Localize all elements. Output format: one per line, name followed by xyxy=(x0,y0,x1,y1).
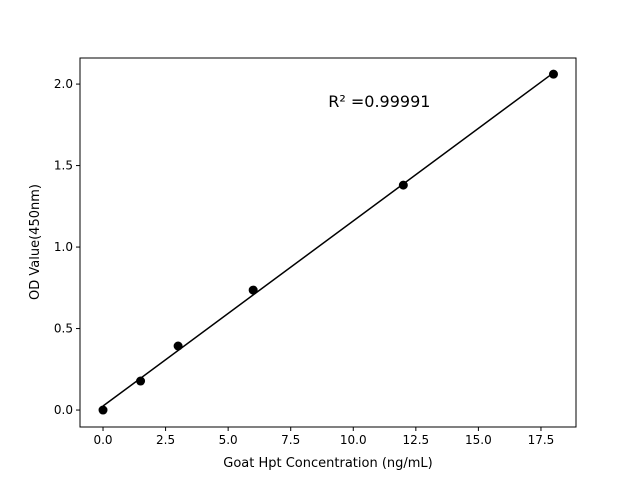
x-tick-label: 12.5 xyxy=(402,433,429,447)
plot-marks xyxy=(98,69,558,415)
data-point xyxy=(398,180,408,190)
r-squared-annotation: R² =0.99991 xyxy=(328,92,430,111)
y-tick-label: 1.5 xyxy=(54,159,73,173)
data-point xyxy=(173,341,183,351)
y-tick-label: 2.0 xyxy=(54,77,73,91)
x-axis: 0.0 2.5 5.0 7.5 10.0 12.5 15.0 17.5 xyxy=(93,427,554,447)
fit-line xyxy=(102,72,554,407)
y-tick-label: 0.5 xyxy=(54,322,73,336)
x-tick-label: 0.0 xyxy=(93,433,112,447)
x-tick-label: 2.5 xyxy=(156,433,175,447)
x-tick-label: 17.5 xyxy=(528,433,555,447)
y-axis: 0.0 0.5 1.0 1.5 2.0 xyxy=(54,77,80,417)
axes-frame xyxy=(79,57,577,428)
y-axis-label: OD Value(450nm) xyxy=(28,184,43,300)
x-tick-label: 15.0 xyxy=(465,433,492,447)
data-point xyxy=(136,376,146,386)
x-axis-label: Goat Hpt Concentration (ng/mL) xyxy=(223,456,433,471)
x-tick-label: 7.5 xyxy=(281,433,300,447)
y-tick-label: 1.0 xyxy=(54,240,73,254)
data-point xyxy=(98,405,108,415)
x-tick-label: 10.0 xyxy=(340,433,367,447)
data-point xyxy=(548,69,558,79)
x-tick-label: 5.0 xyxy=(219,433,238,447)
y-tick-label: 0.0 xyxy=(54,403,73,417)
data-point xyxy=(248,285,258,295)
